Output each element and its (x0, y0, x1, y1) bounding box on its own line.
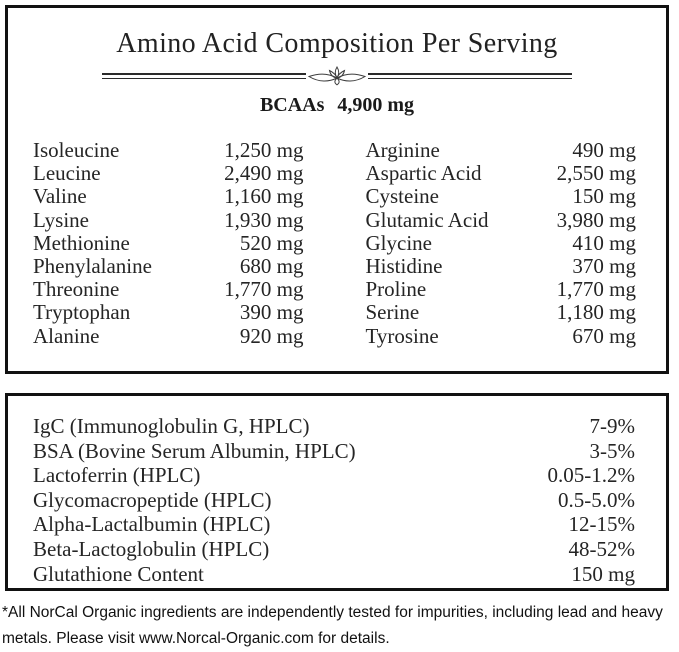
table-row: Phenylalanine 680 mg (33, 254, 304, 279)
amino-name: Threonine (33, 277, 120, 302)
list-item: Lactoferrin (HPLC) 0.05-1.2% (33, 463, 635, 488)
fraction-value: 0.5-5.0% (558, 487, 635, 512)
fraction-value: 12-15% (568, 512, 636, 537)
amino-amount: 490 mg (572, 138, 636, 162)
amino-name: Lysine (33, 207, 89, 232)
table-row: Histidine 370 mg (365, 254, 637, 279)
fraction-value: 48-52% (568, 536, 636, 561)
amino-name: Cysteine (365, 184, 440, 209)
amino-name: Methionine (33, 230, 130, 255)
amino-acid-panel: Amino Acid Composition Per Serving BCAAs… (5, 5, 669, 374)
amino-name: Proline (365, 277, 427, 302)
divider-rule-left (102, 73, 306, 79)
list-item: Glycomacropeptide (HPLC) 0.5-5.0% (33, 488, 635, 513)
list-item: Alpha-Lactalbumin (HPLC) 12-15% (33, 512, 635, 537)
amino-amount: 680 mg (239, 254, 304, 279)
amino-name: Histidine (365, 254, 443, 279)
fraction-value: 150 mg (571, 561, 635, 586)
protein-fractions-panel: IgC (Immunoglobulin G, HPLC) 7-9% BSA (Bo… (5, 393, 669, 591)
fraction-value: 0.05-1.2% (547, 463, 636, 488)
decorative-divider (102, 66, 572, 86)
amino-amount: 670 mg (572, 323, 636, 348)
amino-name: Glycine (365, 230, 432, 255)
table-row: Isoleucine 1,250 mg (33, 138, 304, 162)
amino-name: Leucine (33, 161, 101, 186)
amino-name: Glutamic Acid (365, 207, 489, 232)
list-item: IgC (Immunoglobulin G, HPLC) 7-9% (33, 414, 635, 439)
table-row: Proline 1,770 mg (366, 278, 637, 301)
table-row: Arginine 490 mg (365, 138, 637, 162)
list-item: Glutathione Content 150 mg (33, 562, 635, 587)
table-row: Alanine 920 mg (33, 323, 304, 348)
amino-right-column: Arginine 490 mg Aspartic Acid 2,550 mg Cys… (365, 138, 637, 348)
fraction-value: 3-5% (589, 438, 636, 463)
fraction-name: Glutathione Content (33, 561, 204, 586)
fraction-value: 7-9% (589, 414, 636, 438)
amino-amount: 2,490 mg (224, 161, 304, 186)
amino-name: Tryptophan (33, 300, 131, 325)
table-row: Lysine 1,930 mg (33, 207, 304, 232)
fraction-name: BSA (Bovine Serum Albumin, HPLC) (33, 438, 356, 463)
protein-fractions-list: IgC (Immunoglobulin G, HPLC) 7-9% BSA (Bo… (8, 396, 666, 586)
footnote: *All NorCal Organic ingredients are inde… (2, 604, 663, 647)
table-row: Leucine 2,490 mg (33, 162, 304, 185)
divider-rule-right (368, 73, 572, 79)
table-row: Serine 1,180 mg (366, 301, 637, 324)
amino-name: Valine (33, 184, 87, 209)
amino-amount: 1,770 mg (224, 277, 304, 302)
amino-amount: 410 mg (572, 230, 636, 255)
fraction-name: Glycomacropeptide (HPLC) (33, 487, 272, 512)
table-row: Cysteine 150 mg (366, 185, 637, 208)
amino-acid-table: Isoleucine 1,250 mg Leucine 2,490 mg Valin… (8, 117, 666, 348)
bcaa-value: 4,900 mg (337, 94, 415, 116)
amino-amount: 390 mg (239, 300, 304, 325)
amino-amount: 370 mg (572, 254, 636, 279)
table-row: Aspartic Acid 2,550 mg (366, 162, 637, 185)
table-row: Glycine 410 mg (365, 230, 637, 255)
bcaa-label: BCAAs (259, 94, 325, 116)
amino-amount: 520 mg (239, 230, 304, 255)
fraction-name: Beta-Lactoglobulin (HPLC) (33, 536, 270, 561)
amino-amount: 3,980 mg (556, 207, 636, 232)
amino-amount: 1,930 mg (224, 207, 304, 232)
table-row: Glutamic Acid 3,980 mg (365, 207, 637, 232)
floral-ornament-icon (307, 66, 367, 86)
amino-name: Arginine (365, 138, 440, 162)
table-row: Methionine 520 mg (33, 230, 304, 255)
table-row: Tryptophan 390 mg (33, 301, 304, 324)
panel-title: Amino Acid Composition Per Serving (116, 28, 558, 59)
amino-left-column: Isoleucine 1,250 mg Leucine 2,490 mg Valin… (33, 138, 304, 348)
amino-amount: 1,250 mg (224, 138, 304, 162)
table-row: Threonine 1,770 mg (33, 278, 304, 301)
amino-name: Isoleucine (33, 138, 120, 162)
fraction-name: Lactoferrin (HPLC) (33, 463, 201, 488)
amino-amount: 1,770 mg (556, 277, 636, 302)
bcaa-summary: BCAAs 4,900 mg (8, 94, 666, 117)
amino-name: Aspartic Acid (365, 161, 482, 186)
fraction-name: Alpha-Lactalbumin (HPLC) (33, 512, 271, 537)
amino-amount: 150 mg (572, 184, 636, 209)
table-row: Tyrosine 670 mg (365, 323, 637, 348)
list-item: BSA (Bovine Serum Albumin, HPLC) 3-5% (33, 439, 635, 464)
list-item: Beta-Lactoglobulin (HPLC) 48-52% (33, 537, 635, 562)
amino-amount: 1,180 mg (556, 300, 636, 325)
amino-name: Alanine (33, 323, 100, 348)
amino-name: Tyrosine (365, 323, 439, 348)
fraction-name: IgC (Immunoglobulin G, HPLC) (33, 414, 310, 438)
amino-amount: 920 mg (239, 323, 304, 348)
amino-amount: 2,550 mg (556, 161, 636, 186)
amino-amount: 1,160 mg (224, 184, 304, 209)
amino-name: Phenylalanine (33, 254, 152, 279)
table-row: Valine 1,160 mg (33, 185, 304, 208)
amino-name: Serine (365, 300, 420, 325)
